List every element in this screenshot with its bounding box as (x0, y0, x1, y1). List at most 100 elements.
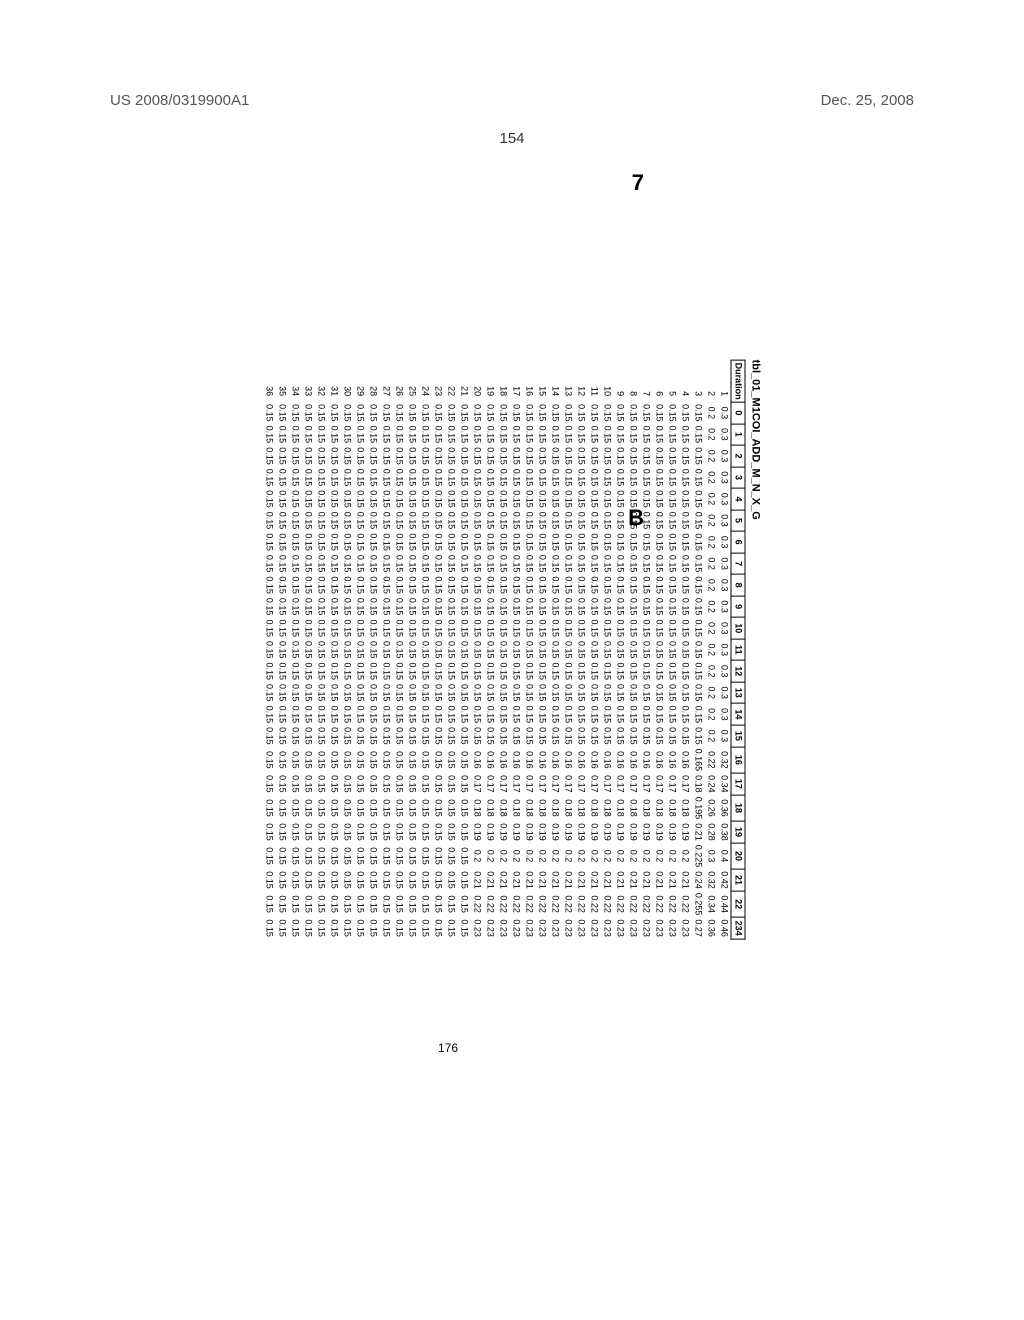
table-cell: 0.22 (640, 891, 653, 918)
table-cell: 0.15 (666, 445, 679, 467)
table-cell: 0.15 (367, 773, 380, 795)
table-cell: 0.15 (588, 661, 601, 683)
table-cell: 0.15 (393, 747, 406, 774)
table-cell: 0.15 (341, 467, 354, 489)
table-cell: 0.15 (666, 488, 679, 510)
table-cell: 0.22 (536, 891, 549, 918)
col-header: 14 (731, 704, 745, 726)
table-cell: 0.15 (367, 510, 380, 532)
table-cell: 0.255 (692, 891, 705, 918)
col-header: 2 (731, 445, 745, 467)
table-cell: 0.15 (328, 704, 341, 726)
table-cell: 0.22 (497, 891, 510, 918)
data-table: Duration01234567891011121314151617181920… (263, 360, 746, 940)
table-cell: 0.15 (523, 510, 536, 532)
table-cell: 0.23 (627, 917, 640, 939)
table-cell: 0.15 (367, 725, 380, 747)
table-cell: 0.15 (393, 639, 406, 661)
table-cell: 0.18 (510, 795, 523, 822)
table-cell: 0.15 (614, 596, 627, 618)
table-cell: 0.15 (549, 596, 562, 618)
table-cell: 0.15 (523, 596, 536, 618)
table-cell: 0.15 (679, 639, 692, 661)
table-cell: 0.15 (458, 553, 471, 575)
table-cell: 0.15 (601, 467, 614, 489)
table-cell: 0.15 (380, 445, 393, 467)
table-cell: 0.15 (484, 574, 497, 596)
table-cell: 0.19 (627, 821, 640, 843)
table-cell: 0.15 (601, 574, 614, 596)
table-cell: 0.15 (445, 617, 458, 639)
table-cell: 0.15 (380, 661, 393, 683)
table-cell: 0.15 (354, 402, 367, 424)
table-cell: 0.15 (276, 574, 289, 596)
table-cell: 0.15 (640, 661, 653, 683)
table-cell: 0.15 (588, 617, 601, 639)
table-cell: 0.15 (510, 725, 523, 747)
table-row: 130.150.150.150.150.150.150.150.150.150.… (562, 360, 575, 939)
col-header: 21 (731, 869, 745, 891)
col-header: 12 (731, 661, 745, 683)
table-cell: 0.15 (367, 917, 380, 939)
table-cell: 0.15 (497, 574, 510, 596)
table-cell: 0.15 (315, 467, 328, 489)
table-cell: 0.32 (705, 869, 718, 891)
col-header: 3 (731, 467, 745, 489)
table-cell: 0.15 (471, 467, 484, 489)
table-cell: 0.22 (679, 891, 692, 918)
table-cell: 0.15 (562, 682, 575, 704)
table-cell: 0.15 (666, 531, 679, 553)
table-cell: 0.15 (393, 488, 406, 510)
table-cell: 0.15 (263, 639, 276, 661)
table-cell: 0.38 (718, 821, 732, 843)
table-cell: 0.15 (328, 510, 341, 532)
table-cell: 0.15 (497, 424, 510, 446)
table-cell: 0.15 (562, 510, 575, 532)
row-number: 4 (679, 360, 692, 402)
table-cell: 0.15 (302, 704, 315, 726)
table-cell: 0.15 (484, 424, 497, 446)
table-cell: 0.15 (276, 445, 289, 467)
row-number: 21 (458, 360, 471, 402)
table-row: 100.150.150.150.150.150.150.150.150.150.… (601, 360, 614, 939)
table-cell: 0.15 (484, 661, 497, 683)
table-cell: 0.15 (484, 596, 497, 618)
table-cell: 0.15 (432, 402, 445, 424)
table-cell: 0.21 (627, 869, 640, 891)
row-number: 18 (497, 360, 510, 402)
table-cell: 0.15 (289, 869, 302, 891)
table-cell: 0.15 (380, 869, 393, 891)
table-cell: 0.15 (302, 531, 315, 553)
row-number: 32 (315, 360, 328, 402)
table-cell: 0.15 (289, 531, 302, 553)
table-cell: 0.16 (536, 747, 549, 774)
table-cell: 0.36 (718, 795, 732, 822)
table-cell: 0.15 (575, 510, 588, 532)
table-cell: 0.15 (627, 553, 640, 575)
table-cell: 0.15 (341, 531, 354, 553)
table-cell: 0.21 (523, 869, 536, 891)
table-cell: 0.15 (653, 531, 666, 553)
table-cell: 0.19 (484, 821, 497, 843)
table-cell: 0.15 (614, 574, 627, 596)
table-cell: 0.15 (263, 917, 276, 939)
table-cell: 0.15 (588, 553, 601, 575)
table-cell: 0.15 (380, 891, 393, 918)
table-cell: 0.15 (497, 553, 510, 575)
table-cell: 0.15 (549, 617, 562, 639)
table-cell: 0.15 (432, 617, 445, 639)
table-cell: 0.15 (432, 467, 445, 489)
table-cell: 0.15 (549, 639, 562, 661)
table-cell: 0.15 (406, 843, 419, 870)
table-row: 70.150.150.150.150.150.150.150.150.150.1… (640, 360, 653, 939)
table-cell: 0.15 (640, 510, 653, 532)
table-cell: 0.15 (575, 445, 588, 467)
table-cell: 0.15 (432, 891, 445, 918)
table-cell: 0.15 (341, 617, 354, 639)
table-cell: 0.15 (458, 424, 471, 446)
table-cell: 0.15 (393, 553, 406, 575)
table-cell: 0.15 (302, 843, 315, 870)
table-cell: 0.15 (328, 773, 341, 795)
table-cell: 0.15 (302, 661, 315, 683)
table-cell: 0.15 (432, 574, 445, 596)
